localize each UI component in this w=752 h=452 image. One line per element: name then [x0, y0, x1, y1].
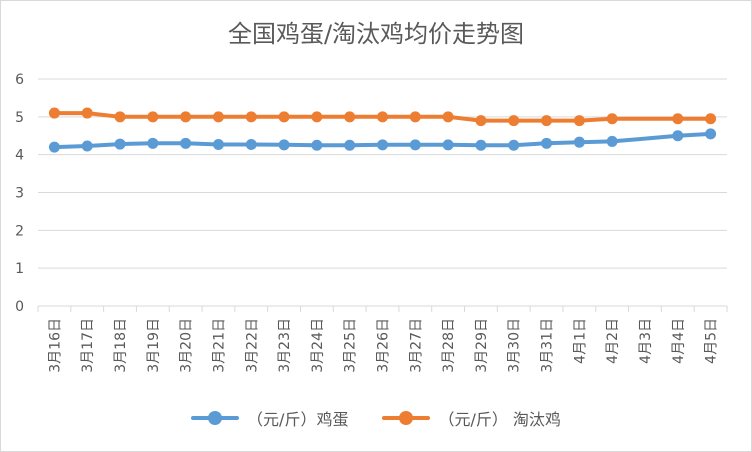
y-tick-label: 2 — [15, 223, 24, 239]
data-point-egg — [180, 137, 192, 149]
x-tick-label: 3月18日 — [113, 318, 129, 373]
data-point-culled-hen — [344, 111, 356, 123]
data-point-culled-hen — [442, 111, 454, 123]
data-point-culled-hen — [705, 113, 717, 125]
data-point-culled-hen — [147, 111, 159, 123]
data-point-egg — [311, 139, 323, 151]
chart-legend: （元/斤）鸡蛋 （元/斤） 淘汰鸡 — [0, 406, 752, 430]
x-tick-label: 3月24日 — [310, 318, 326, 373]
x-tick-label: 3月26日 — [376, 318, 392, 373]
data-point-egg — [573, 136, 585, 148]
chart-title: 全国鸡蛋/淘汰鸡均价走势图 — [227, 20, 525, 48]
data-point-culled-hen — [278, 111, 290, 123]
y-tick-label: 4 — [15, 148, 24, 164]
data-point-culled-hen — [48, 107, 60, 119]
data-point-egg — [48, 141, 60, 153]
data-point-egg — [508, 139, 520, 151]
data-point-culled-hen — [606, 113, 618, 125]
y-tick-label: 3 — [15, 186, 24, 202]
y-tick-label: 5 — [15, 110, 24, 126]
x-tick-label: 4月2日 — [605, 318, 621, 364]
legend-label-egg: （元/斤）鸡蛋 — [247, 410, 349, 429]
legend-label-culled-hen: （元/斤） 淘汰鸡 — [438, 410, 561, 429]
data-point-egg — [475, 139, 487, 151]
data-point-egg — [409, 139, 421, 151]
x-tick-label: 3月31日 — [540, 318, 556, 373]
data-point-egg — [147, 137, 159, 149]
legend-key-culled-hen — [382, 411, 431, 425]
legend-item-culled-hen[interactable]: （元/斤） 淘汰鸡 — [382, 406, 561, 430]
x-tick-label: 3月27日 — [408, 318, 424, 373]
x-tick-label: 4月1日 — [572, 318, 588, 364]
x-tick-label: 3月19日 — [146, 318, 162, 373]
x-tick-label: 3月20日 — [179, 318, 195, 373]
y-tick-label: 0 — [15, 299, 24, 315]
data-point-culled-hen — [541, 115, 553, 127]
x-tick-label: 3月28日 — [441, 318, 457, 373]
data-point-culled-hen — [311, 111, 323, 123]
x-tick-label: 3月25日 — [343, 318, 359, 373]
data-point-culled-hen — [245, 111, 257, 123]
x-tick-label: 4月5日 — [704, 318, 720, 364]
x-tick-label: 3月23日 — [277, 318, 293, 373]
data-point-egg — [278, 139, 290, 151]
data-point-culled-hen — [672, 113, 684, 125]
x-tick-label: 4月4日 — [671, 318, 687, 364]
x-tick-label: 3月21日 — [211, 318, 227, 373]
x-tick-label: 3月29日 — [474, 318, 490, 373]
legend-item-egg[interactable]: （元/斤）鸡蛋 — [191, 406, 348, 430]
data-point-egg — [541, 137, 553, 149]
x-tick-label: 3月22日 — [244, 318, 260, 373]
data-point-egg — [114, 138, 126, 150]
data-point-culled-hen — [81, 107, 93, 119]
data-point-culled-hen — [475, 115, 487, 127]
data-point-egg — [212, 138, 224, 150]
data-point-egg — [705, 128, 717, 140]
data-point-egg — [606, 135, 618, 147]
data-point-egg — [245, 138, 257, 150]
y-tick-label: 1 — [15, 261, 24, 277]
data-point-egg — [344, 139, 356, 151]
x-tick-label: 3月30日 — [507, 318, 523, 373]
data-point-egg — [442, 139, 454, 151]
data-point-egg — [377, 139, 388, 151]
data-point-culled-hen — [409, 111, 421, 123]
data-point-culled-hen — [377, 111, 388, 123]
data-point-culled-hen — [508, 115, 520, 127]
data-point-culled-hen — [114, 111, 126, 123]
data-point-egg — [672, 130, 684, 142]
x-tick-label: 3月17日 — [80, 318, 96, 373]
data-point-culled-hen — [573, 115, 585, 127]
data-point-egg — [81, 140, 93, 152]
x-tick-label: 3月16日 — [47, 318, 63, 373]
data-point-culled-hen — [180, 111, 192, 123]
data-point-culled-hen — [212, 111, 224, 123]
legend-key-egg — [191, 411, 240, 425]
x-tick-label: 4月3日 — [638, 318, 654, 364]
y-tick-label: 6 — [15, 72, 24, 88]
